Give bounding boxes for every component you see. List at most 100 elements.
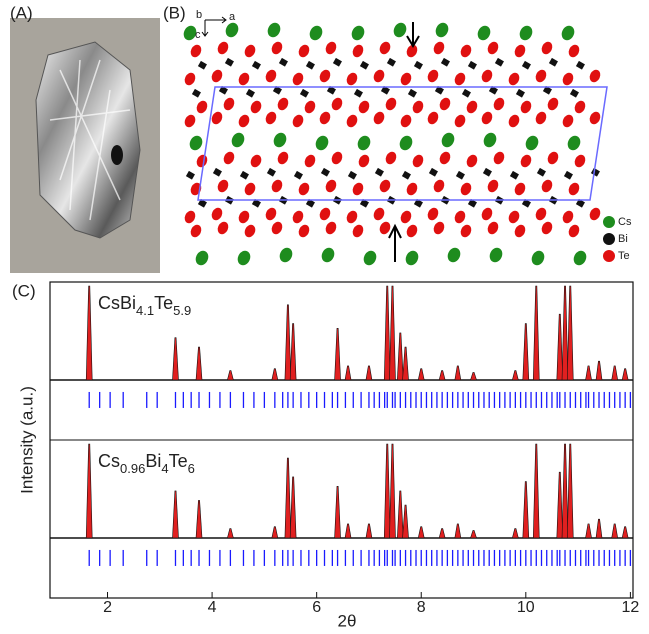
atom (523, 134, 540, 153)
atom (246, 89, 255, 98)
crystal-spot (111, 145, 123, 165)
atom (313, 134, 330, 153)
atom (519, 99, 534, 115)
atom (510, 171, 519, 180)
peak (366, 524, 372, 538)
atom (588, 206, 603, 222)
atom (192, 89, 201, 98)
peak (403, 347, 409, 380)
atom (453, 209, 468, 225)
atom (183, 71, 198, 87)
atom (210, 68, 225, 84)
atom (480, 206, 495, 222)
panel-label: (B) (163, 3, 186, 22)
atom (411, 153, 426, 169)
atom (264, 68, 279, 84)
peak (384, 286, 390, 380)
atom (438, 96, 453, 112)
axis-name: c (195, 29, 201, 41)
atom (321, 168, 330, 177)
atom (222, 150, 237, 166)
atom (372, 206, 387, 222)
atom (399, 113, 414, 129)
peak (562, 286, 568, 380)
atom (372, 110, 387, 126)
atom (270, 220, 285, 236)
peak (567, 286, 573, 380)
peak (471, 372, 477, 380)
atom (456, 171, 465, 180)
atom (483, 168, 492, 177)
atom (189, 43, 204, 59)
atom (402, 171, 411, 180)
atom (291, 113, 306, 129)
series-name-part: Bi (145, 451, 161, 471)
atom (355, 134, 372, 153)
atom (513, 223, 528, 239)
atom (349, 24, 366, 43)
series-name-part: 5.9 (173, 303, 191, 318)
atom (522, 61, 531, 70)
atom (237, 71, 252, 87)
axis-name: a (229, 11, 236, 23)
chart: CsBi4.1Te5.9Cs0.96Bi4Te624681012 (50, 282, 639, 616)
atom (360, 61, 369, 70)
peak (455, 524, 461, 538)
atom (354, 89, 363, 98)
atom (384, 96, 399, 112)
atom (441, 58, 450, 67)
peak (512, 529, 518, 538)
atom (291, 209, 306, 225)
peak (272, 527, 278, 538)
atom (573, 99, 588, 115)
atom (399, 71, 414, 87)
legend-marker (603, 216, 615, 228)
atom (378, 40, 393, 56)
peak (557, 472, 563, 538)
atom (405, 181, 420, 197)
atom (318, 110, 333, 126)
atom (492, 150, 507, 166)
legend-label: Cs (618, 216, 632, 228)
atom (276, 150, 291, 166)
atom (223, 21, 240, 40)
arrow (407, 22, 419, 46)
atom (264, 110, 279, 126)
atom (540, 40, 555, 56)
atom (540, 220, 555, 236)
atom (307, 24, 324, 43)
atom (361, 249, 378, 268)
atom (439, 131, 456, 150)
atom (387, 58, 396, 67)
peak (285, 305, 291, 380)
atom (243, 223, 258, 239)
peak (567, 444, 573, 538)
peak (622, 527, 628, 538)
atom (397, 134, 414, 153)
atom (453, 71, 468, 87)
atom (480, 110, 495, 126)
peak (86, 444, 92, 538)
peak (403, 505, 409, 538)
atom (318, 68, 333, 84)
x-tick-label: 10 (517, 599, 535, 616)
atom (319, 246, 336, 265)
atom (534, 206, 549, 222)
peak (290, 477, 296, 538)
atom (513, 43, 528, 59)
x-tick-label: 4 (208, 599, 217, 616)
atom (588, 110, 603, 126)
panel-label: (C) (12, 281, 36, 300)
atom (264, 206, 279, 222)
atom (183, 209, 198, 225)
atom (249, 99, 264, 115)
atom (345, 71, 360, 87)
atom (546, 96, 561, 112)
atom (487, 246, 504, 265)
arrow (389, 226, 401, 262)
peak (389, 286, 395, 380)
atom (237, 209, 252, 225)
atom (519, 153, 534, 169)
atom (445, 246, 462, 265)
